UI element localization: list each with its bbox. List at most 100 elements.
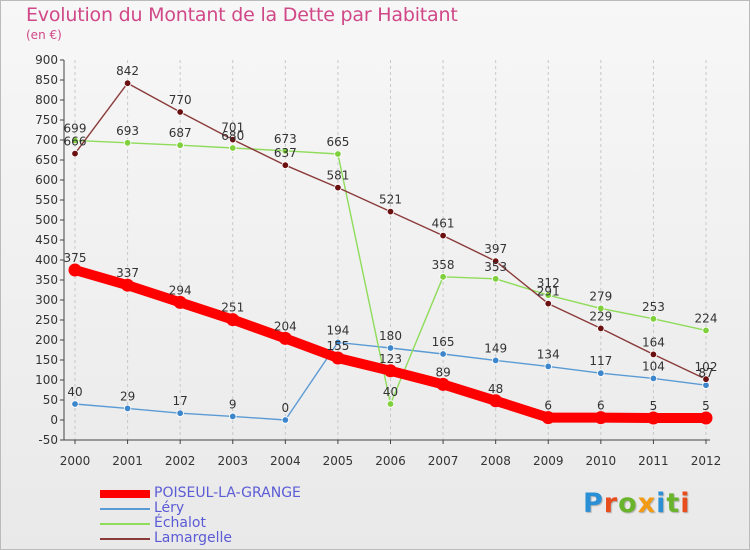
data-point	[649, 350, 658, 359]
data-label: 6	[544, 399, 552, 413]
data-label: 48	[488, 382, 503, 396]
data-label: 673	[274, 132, 297, 146]
y-tick-label: 200	[35, 333, 58, 347]
data-point	[226, 313, 240, 327]
legend-swatch	[100, 508, 150, 510]
data-label: 165	[432, 335, 455, 349]
data-label: 155	[326, 339, 349, 353]
data-label: 5	[702, 399, 710, 413]
data-label: 17	[173, 394, 188, 408]
data-point	[544, 291, 552, 299]
data-label: 294	[169, 283, 192, 297]
data-label: 358	[432, 258, 455, 272]
data-label: 194	[326, 323, 349, 337]
data-point	[491, 356, 500, 365]
data-label: 149	[484, 341, 507, 355]
y-tick-label: 550	[35, 193, 58, 207]
logo-letter: r	[603, 488, 619, 519]
data-label: 134	[537, 347, 560, 361]
y-tick-label: 0	[50, 413, 58, 427]
data-label-layer: 40 29 17 9 0 194 180 165 149 134 117 104 87 699 693 687…	[64, 64, 718, 415]
chart-unit-label: (en €)	[26, 28, 62, 42]
data-point	[278, 331, 292, 345]
y-tick-label: -50	[38, 433, 58, 447]
logo-letter: i	[656, 488, 667, 519]
data-label: 375	[64, 251, 87, 265]
data-label: 89	[435, 365, 450, 379]
data-point	[439, 350, 447, 358]
y-tick-label: 450	[35, 233, 58, 247]
data-point	[229, 144, 237, 152]
data-label: 0	[282, 401, 290, 415]
data-point	[281, 416, 290, 424]
x-tick-label: 2011	[638, 454, 669, 468]
legend-swatch	[100, 523, 150, 525]
data-label: 279	[589, 289, 612, 303]
data-label: 253	[642, 300, 665, 314]
data-point	[334, 338, 342, 347]
data-label: 701	[221, 121, 244, 135]
data-point	[489, 394, 503, 408]
y-tick-label: 900	[35, 53, 58, 67]
y-tick-label: 150	[35, 353, 58, 367]
data-point	[597, 304, 605, 313]
data-point	[384, 364, 397, 378]
data-point	[436, 377, 450, 391]
y-tick-label: 600	[35, 173, 58, 187]
y-tick-label: 800	[35, 93, 58, 107]
y-tick-label: 100	[35, 373, 58, 387]
series-layer	[68, 79, 713, 425]
legend-label: Échalot	[154, 515, 206, 531]
legend-label: Lamargelle	[154, 530, 232, 546]
data-label: 251	[221, 301, 244, 315]
data-point	[176, 108, 184, 116]
data-label: 397	[484, 242, 507, 256]
data-point	[173, 295, 187, 309]
data-point	[71, 149, 79, 158]
data-label: 291	[537, 285, 560, 299]
data-label: 104	[642, 359, 665, 373]
data-point	[544, 299, 552, 308]
x-tick-label: 2004	[270, 454, 301, 468]
data-label: 29	[120, 389, 135, 403]
data-label: 9	[229, 397, 237, 411]
logo-letter: P	[583, 488, 604, 519]
data-point	[491, 257, 500, 265]
data-point	[541, 411, 555, 425]
y-tick-label: 650	[35, 153, 58, 167]
x-tick-label: 2005	[323, 454, 354, 468]
x-tick-label: 2000	[60, 454, 91, 468]
data-point	[597, 324, 605, 333]
data-label: 680	[221, 129, 244, 143]
data-point	[386, 400, 395, 408]
chart-title: Evolution du Montant de la Dette par Hab…	[26, 4, 458, 26]
legend-label: Léry	[154, 500, 185, 516]
data-label: 40	[383, 385, 398, 399]
data-label: 461	[432, 217, 455, 231]
data-label: 770	[169, 93, 192, 107]
legend-swatch	[100, 538, 150, 540]
data-point	[123, 79, 132, 87]
data-point	[281, 147, 290, 155]
data-point	[229, 412, 237, 421]
axis-layer: -500501001502002503003504004505005506006…	[35, 53, 721, 468]
data-point	[386, 207, 395, 216]
y-tick-label: 300	[35, 293, 58, 307]
data-label: 337	[116, 266, 139, 280]
x-tick-label: 2010	[586, 454, 617, 468]
x-tick-label: 2006	[375, 454, 406, 468]
data-point	[281, 161, 290, 169]
data-label: 204	[274, 319, 297, 333]
x-tick-label: 2001	[112, 454, 143, 468]
data-label: 665	[326, 135, 349, 149]
data-label: 40	[67, 385, 82, 399]
data-point	[702, 375, 710, 383]
data-point	[544, 362, 552, 371]
data-label: 666	[64, 135, 87, 149]
x-tick-label: 2008	[480, 454, 511, 468]
logo-letter: o	[618, 488, 638, 519]
data-point	[331, 351, 345, 365]
y-tick-label: 700	[35, 133, 58, 147]
